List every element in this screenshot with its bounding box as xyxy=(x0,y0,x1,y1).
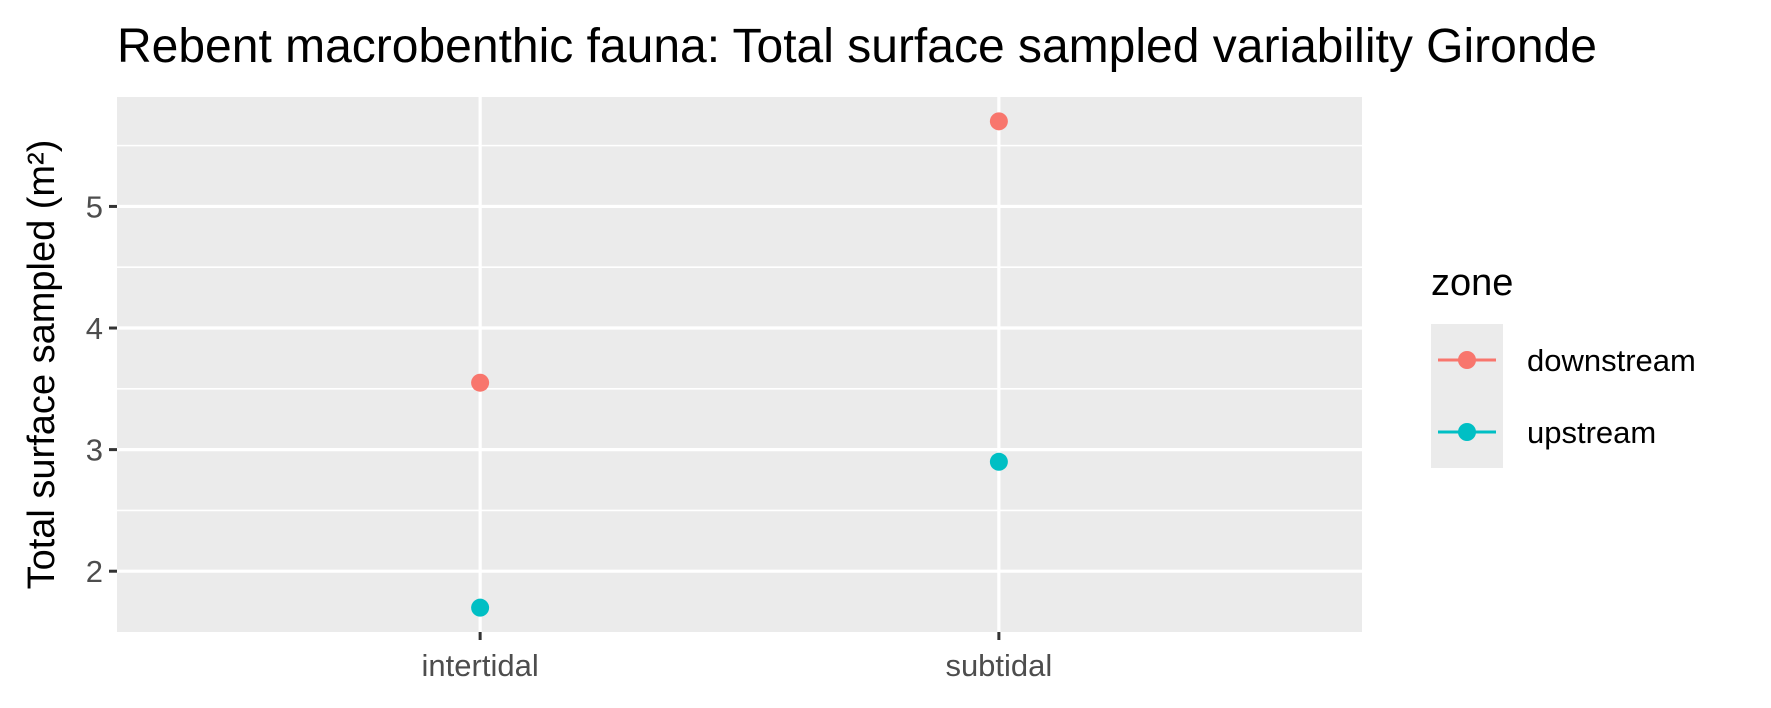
data-point-upstream-intertidal xyxy=(471,598,490,617)
data-point-downstream-intertidal xyxy=(471,373,490,392)
y-tick-label: 2 xyxy=(86,554,103,589)
y-axis-title: Total surface sampled (m²) xyxy=(21,140,63,590)
x-tick-label: subtidal xyxy=(945,648,1052,683)
data-point-upstream-subtidal xyxy=(989,452,1008,471)
data-point-downstream-subtidal xyxy=(989,112,1008,131)
legend-key-point-upstream xyxy=(1458,423,1476,441)
x-tick-label: intertidal xyxy=(422,648,539,683)
y-axis-ticks: 2 3 4 5 xyxy=(86,189,117,589)
data-points xyxy=(471,112,1008,617)
y-tick-label: 5 xyxy=(86,189,103,224)
minor-gridlines xyxy=(117,144,1362,512)
y-tick-label: 3 xyxy=(86,433,103,468)
legend-title: zone xyxy=(1431,262,1513,304)
chart-title: Rebent macrobenthic fauna: Total surface… xyxy=(117,20,1597,73)
x-axis-ticks: intertidal subtidal xyxy=(422,632,1052,683)
legend-key-point-downstream xyxy=(1458,351,1476,369)
legend-label-downstream: downstream xyxy=(1527,343,1696,378)
y-tick-label: 4 xyxy=(86,311,103,346)
legend-key-background xyxy=(1431,324,1503,468)
legend: zone downstream upstream xyxy=(1431,262,1696,468)
plot-panel xyxy=(117,97,1362,632)
legend-label-upstream: upstream xyxy=(1527,415,1656,450)
major-gridlines xyxy=(117,97,1362,632)
